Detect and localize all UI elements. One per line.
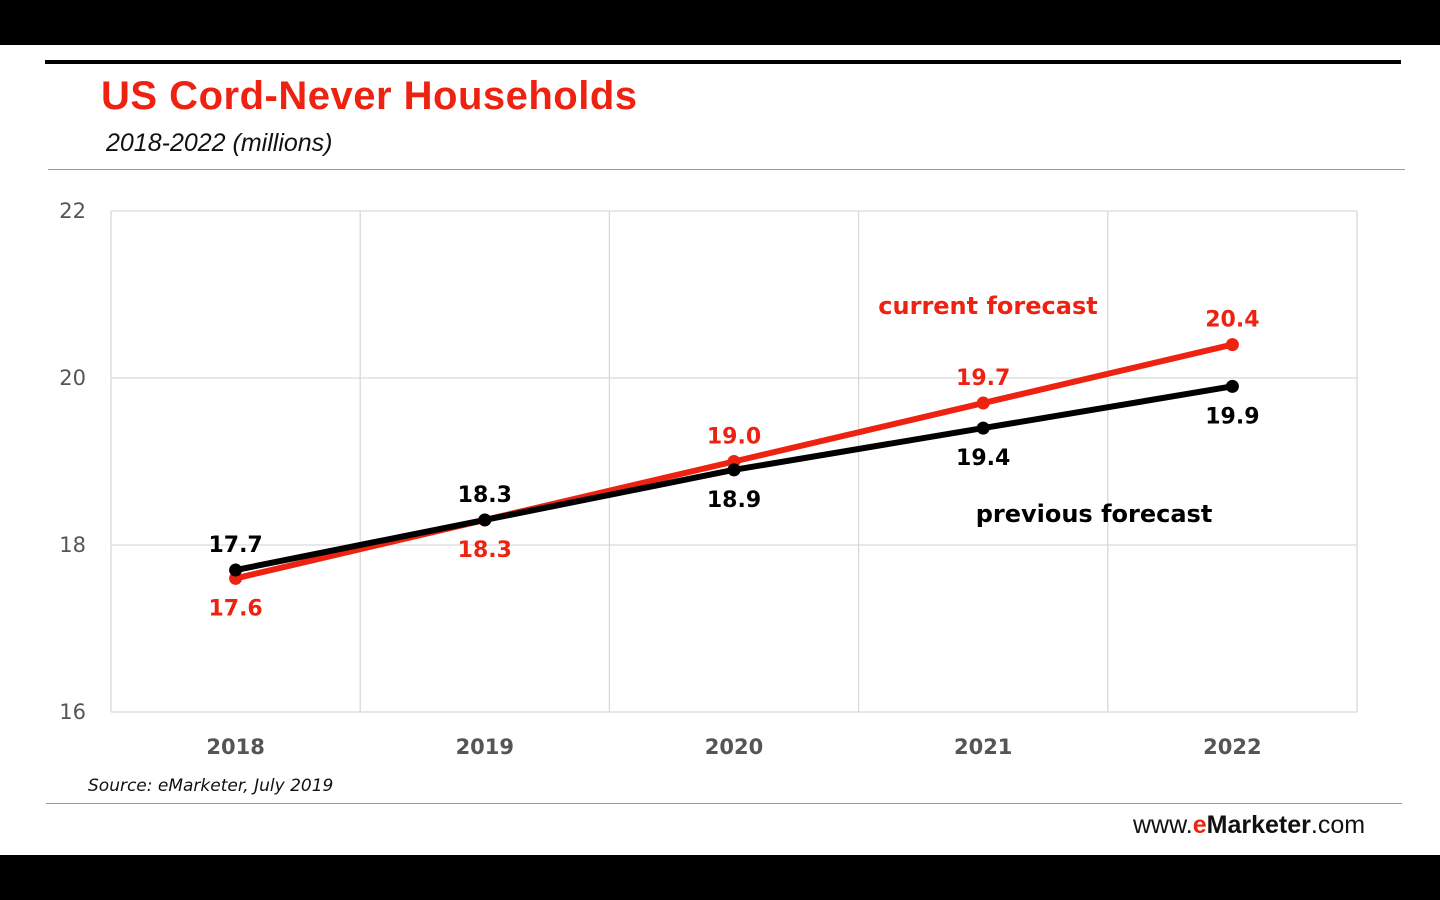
series-line-previous-forecast [232,383,1236,574]
series-layer [229,338,1239,585]
chart-subtitle: 2018-2022 (millions) [106,129,333,157]
data-label-previous-forecast-2018: 17.7 [208,533,262,558]
data-point-previous-forecast-2021 [976,421,990,435]
label-layer: 17.6 18.3 19.0 19.7 20.4 current forecast 17.7… [208,292,1259,621]
data-label-current-forecast-2018: 17.6 [208,596,262,621]
letterbox-top [0,0,1440,45]
footer-divider [46,803,1402,804]
data-point-previous-forecast-2018 [229,563,243,577]
y-tick-label-20: 20 [59,366,86,390]
data-label-current-forecast-2022: 20.4 [1205,308,1259,333]
series-name-previous-forecast: previous forecast [976,500,1213,528]
brand-logo[interactable]: www.eMarketer.com [1133,811,1365,840]
x-tick-label-2020: 2020 [705,735,763,759]
data-label-previous-forecast-2021: 19.4 [956,446,1010,471]
x-tick-label-2021: 2021 [954,735,1012,759]
data-label-current-forecast-2020: 19.0 [707,425,761,450]
data-point-current-forecast-2021 [976,396,990,410]
brand-prefix: www. [1133,811,1193,839]
chart-title: US Cord-Never Households [101,74,638,118]
data-label-current-forecast-2021: 19.7 [956,366,1010,391]
grid-layer [110,210,1358,713]
data-label-current-forecast-2019: 18.3 [458,538,512,563]
series-name-current-forecast: current forecast [878,292,1097,320]
y-tick-label-18: 18 [59,533,86,557]
letterbox-bottom [0,855,1440,900]
data-point-previous-forecast-2022 [1225,379,1239,393]
x-tick-label-2019: 2019 [456,735,514,759]
data-label-previous-forecast-2019: 18.3 [458,483,512,508]
data-label-previous-forecast-2020: 18.9 [707,488,761,513]
x-tick-label-2022: 2022 [1203,735,1261,759]
brand-suffix: .com [1310,811,1366,839]
source-note: Source: eMarketer, July 2019 [88,776,334,796]
data-point-current-forecast-2022 [1225,338,1239,352]
header-divider [48,169,1405,170]
y-tick-label-22: 22 [59,199,86,223]
data-label-previous-forecast-2022: 19.9 [1205,404,1259,429]
y-tick-label-16: 16 [59,700,86,724]
data-point-previous-forecast-2020 [727,463,741,477]
x-tick-label-2018: 2018 [206,735,264,759]
data-point-previous-forecast-2019 [478,513,492,527]
brand-name: Marketer [1206,811,1311,839]
top-rule [45,60,1401,64]
brand-e: e [1192,811,1207,839]
